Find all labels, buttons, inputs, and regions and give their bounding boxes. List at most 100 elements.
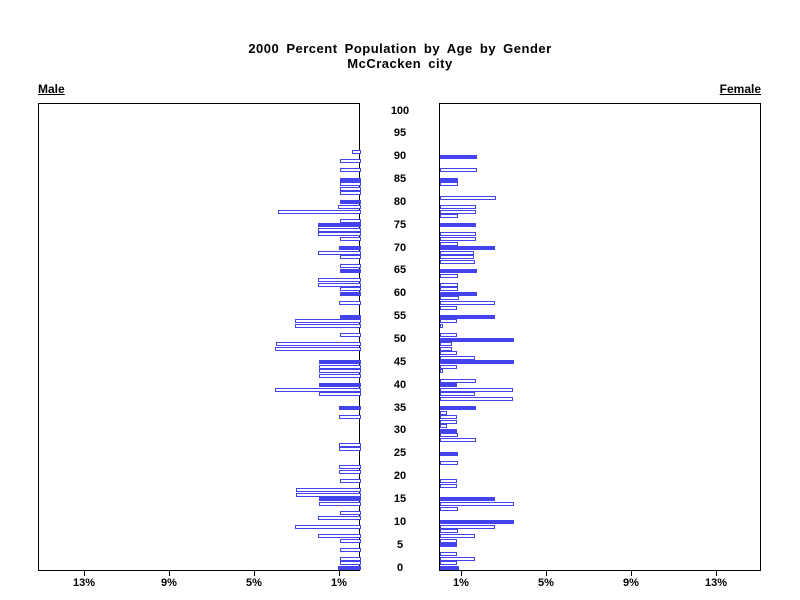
male-bar-age-44: [318, 364, 361, 369]
age-axis-label-65: 65: [393, 264, 407, 277]
male-bar-age-51: [339, 332, 361, 337]
female-bar-age-64: [439, 273, 458, 278]
female-bar-age-78: [439, 209, 476, 214]
female-bar-age-48: [439, 346, 452, 351]
female-bar-age-51: [439, 332, 457, 337]
female-bar-age-35: [439, 406, 476, 411]
female-bar-age-65: [439, 268, 477, 273]
female-bar-age-71: [439, 241, 458, 246]
female-bar-age-70: [439, 246, 495, 251]
male-bar-age-21: [338, 470, 361, 475]
female-bar-age-79: [439, 204, 476, 209]
chart-subtitle: McCracken city: [347, 56, 453, 71]
female-bar-age-9: [439, 524, 495, 529]
male-bar-age-14: [318, 502, 361, 507]
male-bar-age-45: [318, 360, 361, 365]
age-axis-label-60: 60: [393, 287, 407, 300]
male-bar-age-53: [294, 323, 361, 328]
female-bar-age-46: [439, 355, 475, 360]
male-bar-age-22: [338, 465, 361, 470]
female-pct-tick-1: [461, 571, 462, 576]
male-bar-age-55: [339, 314, 361, 319]
male-bar-age-35: [338, 406, 361, 411]
age-axis-label-100: 100: [390, 104, 410, 117]
female-bar-age-87: [439, 168, 477, 173]
male-pct-tick-9: [169, 571, 170, 576]
age-axis-label-95: 95: [393, 127, 407, 140]
male-pct-label-5: 5%: [246, 577, 262, 589]
male-pct-label-13: 13%: [72, 577, 96, 589]
female-bar-age-72: [439, 236, 476, 241]
female-bar-age-10: [439, 520, 514, 525]
female-bar-age-5: [439, 543, 457, 548]
female-bar-age-44: [439, 364, 457, 369]
female-bar-age-57: [439, 305, 457, 310]
female-bar-age-85: [439, 177, 458, 182]
male-bar-age-89: [339, 159, 361, 164]
male-bar-age-48: [274, 346, 361, 351]
age-axis-label-0: 0: [396, 561, 404, 574]
female-bar-age-84: [439, 182, 458, 187]
female-bar-age-34: [439, 410, 447, 415]
male-bar-age-17: [295, 488, 361, 493]
male-bar-age-42: [318, 374, 361, 379]
female-pct-tick-13: [716, 571, 717, 576]
female-bar-age-39: [439, 387, 513, 392]
female-bar-age-32: [439, 419, 457, 424]
age-axis-label-75: 75: [393, 218, 407, 231]
female-bar-age-18: [439, 483, 457, 488]
age-axis-label-90: 90: [393, 150, 407, 163]
male-bar-age-1: [339, 561, 361, 566]
male-pct-label-9: 9%: [161, 577, 177, 589]
male-bar-age-27: [338, 442, 361, 447]
age-axis-label-20: 20: [393, 470, 407, 483]
female-bar-age-30: [439, 428, 457, 433]
age-axis-label-45: 45: [393, 355, 407, 368]
male-bar-age-69: [317, 250, 361, 255]
male-bar-age-75: [317, 223, 361, 228]
female-bar-age-90: [439, 154, 477, 159]
male-bar-age-79: [337, 204, 361, 209]
male-bar-age-33: [338, 415, 361, 420]
male-bar-age-6: [339, 538, 361, 543]
male-bar-age-65: [339, 268, 361, 273]
female-bar-age-40: [439, 383, 457, 388]
female-bar-age-33: [439, 415, 457, 420]
female-bar-age-7: [439, 534, 475, 538]
male-bar-age-82: [339, 191, 361, 196]
male-bar-age-74: [317, 227, 361, 232]
male-bar-age-78: [277, 209, 361, 214]
male-panel-label: Male: [38, 82, 65, 96]
female-pct-label-13: 13%: [704, 577, 728, 589]
female-bar-age-14: [439, 502, 514, 507]
male-bar-age-9: [294, 524, 361, 529]
male-pct-tick-1: [339, 571, 340, 576]
female-pct-label-5: 5%: [538, 577, 554, 589]
female-pct-tick-5: [546, 571, 547, 576]
female-bar-age-54: [439, 319, 457, 324]
male-bar-age-38: [318, 392, 361, 397]
male-bar-age-91: [351, 150, 361, 155]
age-axis-label-55: 55: [393, 310, 407, 323]
male-bar-age-61: [339, 287, 361, 292]
male-bar-age-76: [339, 218, 361, 223]
female-bar-age-41: [439, 378, 476, 383]
female-pct-label-9: 9%: [623, 577, 639, 589]
male-bar-age-2: [339, 556, 361, 561]
male-bar-age-70: [338, 246, 361, 251]
female-bar-age-8: [439, 529, 458, 534]
female-bar-age-77: [439, 214, 458, 219]
chart-title: 2000 Percent Population by Age by Gender: [248, 41, 552, 56]
female-bar-age-1: [439, 561, 457, 566]
female-bar-age-55: [439, 314, 495, 319]
male-bar-age-16: [295, 492, 361, 497]
male-bar-age-60: [339, 291, 361, 296]
male-bar-age-58: [338, 300, 361, 305]
male-bar-age-40: [318, 383, 361, 388]
male-bar-age-7: [317, 534, 361, 538]
male-bar-age-66: [339, 264, 361, 269]
male-pct-tick-13: [84, 571, 85, 576]
female-bar-age-23: [439, 460, 458, 465]
female-bar-age-47: [439, 351, 457, 356]
